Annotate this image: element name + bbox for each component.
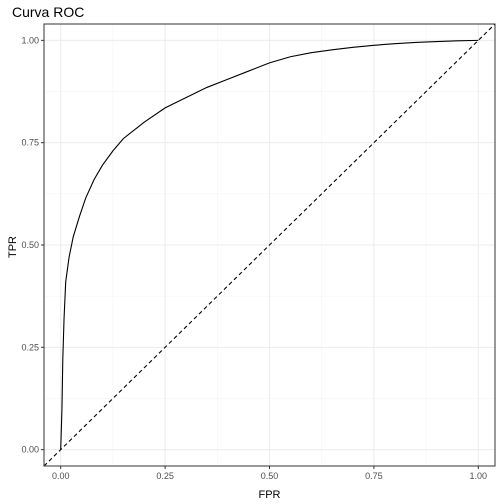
series-layer — [43, 23, 496, 467]
x-tick-label: 0.00 — [52, 471, 70, 481]
x-tick-label: 0.50 — [261, 471, 279, 481]
x-tick-label: 0.75 — [365, 471, 383, 481]
y-tick-label: 0.75 — [21, 138, 39, 148]
x-tick-label: 0.25 — [156, 471, 174, 481]
x-tick-label: 1.00 — [470, 471, 488, 481]
axis-ticks: 0.00 0.25 0.50 0.75 1.00 0.00 0.25 0.50 0.75 1.00 — [21, 35, 487, 481]
y-tick-label: 0.00 — [21, 445, 39, 455]
roc-curve — [60, 39, 479, 450]
chart-title: Curva ROC — [12, 4, 84, 20]
y-tick-label: 0.50 — [21, 240, 39, 250]
grid-major — [44, 24, 495, 466]
x-axis-title: FPR — [259, 489, 281, 501]
y-tick-label: 0.25 — [21, 342, 39, 352]
y-axis-title: TPR — [7, 236, 19, 258]
y-tick-label: 1.00 — [21, 35, 39, 45]
diagonal-reference-line — [43, 23, 496, 467]
